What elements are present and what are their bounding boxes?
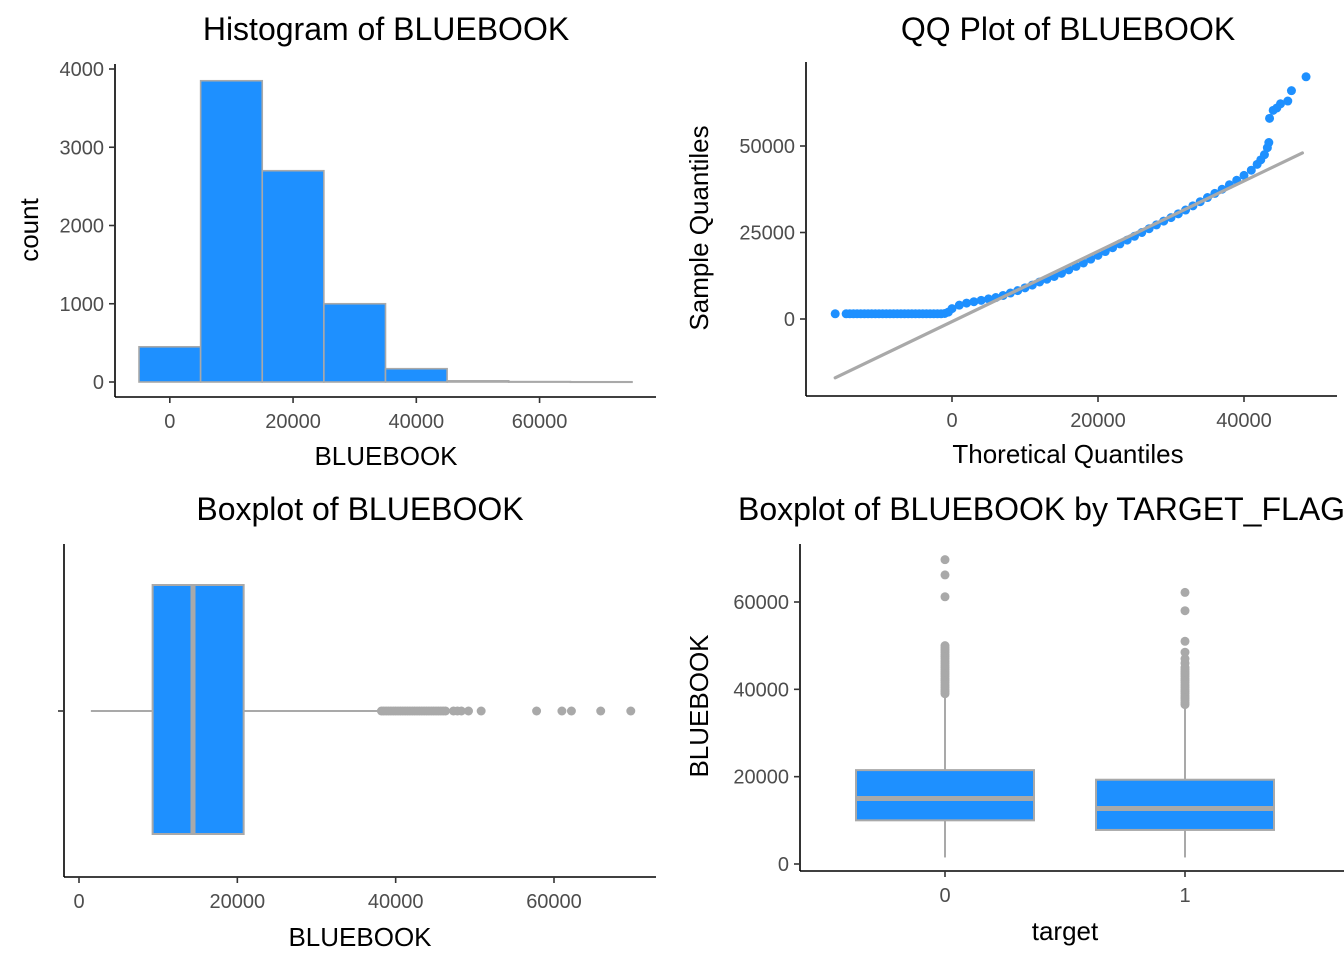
- boxplot-outlier: [476, 706, 486, 716]
- qq-point: [947, 304, 957, 314]
- boxplot-x-ticks: 0 20000 40000 60000: [73, 877, 582, 913]
- qq-point: [954, 300, 964, 310]
- boxplot-title: Boxplot of BLUEBOOK: [196, 491, 523, 527]
- boxplot-x-tick-label: 20000: [210, 891, 266, 913]
- qq-point: [1301, 72, 1311, 82]
- boxplot-outlier: [566, 706, 576, 716]
- qq-panel: QQ Plot of BLUEBOOK 0 20000 40000 0 25000 50…: [684, 11, 1337, 469]
- boxplot-by-target-y-axis-title: BLUEBOOK: [684, 634, 714, 778]
- target-box-outlier: [1180, 636, 1190, 646]
- target-box-outlier: [940, 570, 950, 580]
- histogram-bar: [569, 380, 633, 384]
- boxplot-outlier: [441, 706, 451, 716]
- target-y-tick-label: 0: [778, 854, 789, 876]
- histogram-x-ticks: 0 20000 40000 60000: [164, 397, 567, 433]
- qq-point: [976, 295, 986, 305]
- qq-y-tick-label: 50000: [739, 136, 795, 158]
- target-y-tick-label: 60000: [733, 592, 789, 614]
- qq-point: [830, 309, 840, 319]
- target-box: [855, 769, 1035, 822]
- histogram-bars: [138, 79, 633, 384]
- histogram-y-ticks: 0 1000 2000 3000 4000: [60, 59, 115, 394]
- histogram-y-axis-title: count: [14, 197, 44, 261]
- boxplot-x-tick-label: 0: [73, 891, 84, 913]
- qq-x-ticks: 0 20000 40000: [946, 396, 1272, 432]
- histogram-x-tick-label: 0: [164, 411, 175, 433]
- boxplot-x-axis-title: BLUEBOOK: [288, 922, 432, 952]
- boxplot-x-tick-label: 40000: [368, 891, 424, 913]
- boxplot-outlier: [532, 706, 542, 716]
- target-x-tick-label: 0: [939, 885, 950, 907]
- histogram-x-tick-label: 60000: [512, 411, 568, 433]
- qq-point: [1259, 150, 1269, 160]
- histogram-bar: [261, 169, 325, 383]
- boxplot-outlier: [626, 706, 636, 716]
- histogram-y-tick-label: 2000: [60, 216, 105, 238]
- histogram-y-tick-label: 1000: [60, 294, 105, 316]
- qq-y-tick-label: 25000: [739, 223, 795, 245]
- qq-point: [1246, 165, 1256, 175]
- qq-x-tick-label: 20000: [1070, 410, 1126, 432]
- qq-points: [830, 72, 1311, 319]
- histogram-bar: [323, 302, 387, 383]
- histogram-bar: [199, 79, 264, 383]
- qq-point: [1276, 99, 1285, 109]
- boxplot-by-target-y-ticks: 0 20000 40000 60000: [733, 592, 800, 876]
- boxplot-outlier: [596, 706, 606, 716]
- qq-title: QQ Plot of BLUEBOOK: [901, 11, 1235, 47]
- histogram-y-tick-label: 0: [93, 372, 104, 394]
- qq-point: [1283, 96, 1293, 106]
- qq-x-tick-label: 40000: [1216, 410, 1272, 432]
- boxplot-panel: Boxplot of BLUEBOOK 0 20000 40000 60000 BLU…: [58, 491, 656, 952]
- target-box-outlier: [1180, 606, 1190, 616]
- qq-point: [969, 297, 979, 307]
- boxplot-plot: [90, 584, 636, 835]
- histogram-bar: [507, 380, 572, 383]
- histogram-bar: [446, 380, 510, 383]
- boxplot-box: [151, 584, 245, 835]
- target-box-outlier: [1180, 647, 1190, 657]
- boxplot-outlier: [557, 706, 567, 716]
- histogram-y-tick-label: 4000: [60, 59, 105, 81]
- boxplot-outlier: [464, 706, 473, 716]
- boxplot-x-tick-label: 60000: [526, 891, 582, 913]
- target-box-outlier: [940, 641, 950, 651]
- qq-y-ticks: 0 25000 50000: [739, 136, 806, 331]
- target-box: [1095, 778, 1275, 831]
- boxplot-by-target-title: Boxplot of BLUEBOOK by TARGET_FLAG: [738, 491, 1344, 527]
- target-x-tick-label: 1: [1179, 885, 1190, 907]
- qq-y-axis-title: Sample Quantiles: [684, 125, 714, 330]
- target-box-outlier: [940, 555, 950, 565]
- qq-point: [962, 298, 972, 308]
- qq-point: [1286, 86, 1296, 96]
- target-y-tick-label: 40000: [733, 679, 789, 701]
- histogram-title: Histogram of BLUEBOOK: [203, 11, 569, 47]
- qq-x-axis-title: Thoretical Quantiles: [952, 439, 1183, 469]
- qq-y-tick-label: 0: [784, 309, 795, 331]
- boxplot-by-target-plot: [855, 555, 1275, 858]
- histogram-y-tick-label: 3000: [60, 137, 105, 159]
- boxplot-outlier: [456, 706, 466, 716]
- histogram-bar: [384, 367, 448, 383]
- histogram-x-axis-title: BLUEBOOK: [314, 441, 458, 471]
- target-y-tick-label: 20000: [733, 767, 789, 789]
- qq-x-tick-label: 0: [946, 410, 957, 432]
- qq-reference-line: [833, 151, 1305, 380]
- qq-point: [1239, 170, 1249, 180]
- histogram-panel: Histogram of BLUEBOOK 0 20000 40000 60000 0…: [14, 11, 656, 471]
- histogram-bar: [138, 345, 202, 383]
- boxplot-by-target-x-axis-title: target: [1032, 916, 1099, 946]
- histogram-x-tick-label: 20000: [265, 411, 321, 433]
- qq-point: [1265, 113, 1275, 123]
- qq-point: [1264, 138, 1274, 148]
- target-box-outlier: [940, 592, 950, 602]
- histogram-x-tick-label: 40000: [389, 411, 445, 433]
- target-box-outlier: [1180, 587, 1190, 597]
- target-box-outlier: [1180, 654, 1190, 664]
